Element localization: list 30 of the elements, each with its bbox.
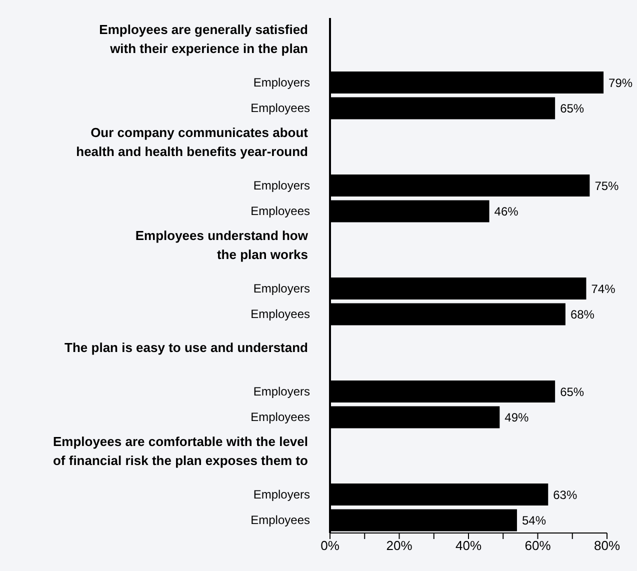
data-label: 74% xyxy=(591,282,616,296)
x-tick-label: 40% xyxy=(455,538,482,554)
y-tick-label: Our company communicates about health and health benefits year-round xyxy=(76,124,309,159)
text: Employees xyxy=(250,513,310,528)
data-label: 79% xyxy=(608,76,633,90)
y-tick-label: Employees are generally satisfied with their experience in the plan xyxy=(99,22,308,56)
data-label: 54% xyxy=(522,514,546,528)
text: Employers xyxy=(253,487,310,502)
data-label: 63% xyxy=(553,488,578,502)
series-label: Employers xyxy=(253,75,310,90)
data-label: 65% xyxy=(560,102,584,116)
data-label: 65% xyxy=(560,384,584,399)
series-label: Employees xyxy=(250,101,310,116)
data-label: 75% xyxy=(594,178,620,193)
text: Employers xyxy=(253,384,310,398)
y-tick-label: Employees understand how the plan works xyxy=(135,228,309,262)
text: Employers xyxy=(253,178,310,192)
text: Employees xyxy=(250,307,310,322)
x-tick-label: 80% xyxy=(594,538,620,554)
data-label: 46% xyxy=(494,204,519,219)
x-tick-label: 20% xyxy=(386,538,413,554)
y-tick-label: Employees are comfortable with the level of financial risk the plan exposes them to xyxy=(52,434,308,468)
y-tick-label: The plan is easy to use and understand xyxy=(64,340,308,355)
text: Employees xyxy=(250,204,310,218)
text: Employees xyxy=(250,410,310,424)
text: Employers xyxy=(253,281,310,296)
x-tick-label: 0% xyxy=(320,538,340,554)
data-label: 68% xyxy=(570,308,595,322)
data-label: 49% xyxy=(504,410,530,425)
x-tick-label: 60% xyxy=(524,538,552,554)
